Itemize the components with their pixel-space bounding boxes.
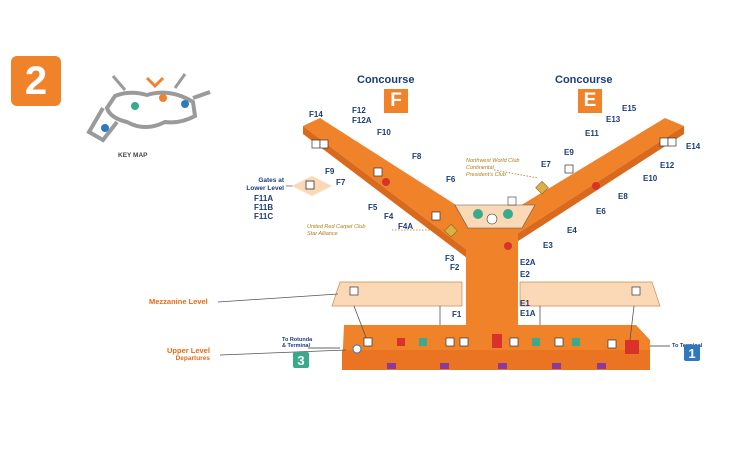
- key-map-terminal2-marker: [159, 94, 167, 102]
- gate-label-f2: F2: [450, 263, 460, 272]
- key-map-concourse-arm: [111, 75, 127, 91]
- gate-label-e2: E2: [520, 270, 530, 279]
- gate-label-f3: F3: [445, 254, 455, 263]
- gate-label-f12: F12: [352, 106, 366, 115]
- terminal-badge: 2: [11, 56, 61, 106]
- mezzanine-leader: [217, 293, 339, 303]
- gate-label-f6: F6: [446, 175, 456, 184]
- mezzanine-right: [519, 281, 661, 307]
- gate-label-e1a: E1A: [520, 309, 536, 318]
- gate-label-e6: E6: [596, 207, 606, 216]
- key-map-terminal5-marker: [101, 124, 109, 132]
- gate-label-f5: F5: [368, 203, 378, 212]
- united-club-marker: [444, 223, 458, 238]
- gate-label-e7: E7: [541, 160, 551, 169]
- upper-level-front: [342, 350, 650, 370]
- concourse-f-arm-side: [303, 126, 467, 258]
- gate-label-e2a: E2A: [520, 258, 536, 267]
- gate-label-f8: F8: [412, 152, 422, 161]
- gate-label-e8: E8: [618, 192, 628, 201]
- gate-square: [667, 137, 677, 147]
- terminal-3-link[interactable]: 3: [293, 352, 309, 368]
- gate-label-e12: E12: [660, 161, 675, 170]
- gate-square: [431, 211, 441, 221]
- gate-label-f4a: F4A: [398, 222, 414, 231]
- gate-label-e1: E1: [520, 299, 530, 308]
- lower-level-gates-title: Gates at Lower Level: [246, 177, 284, 192]
- key-map-concourse-arm: [86, 106, 119, 143]
- restroom-icon: [473, 209, 483, 219]
- gate-label-f4: F4: [384, 212, 394, 221]
- upper-level-leader: [219, 349, 347, 356]
- food-icon: [504, 242, 512, 250]
- info-icon: [486, 213, 498, 225]
- northwest-club-marker: [535, 180, 549, 195]
- gate-square: [311, 139, 321, 149]
- northwest-club-leader: [493, 169, 539, 179]
- key-map-concourse-arm: [173, 73, 187, 89]
- key-map-terminal3-marker: [131, 102, 139, 110]
- mezz-connector: [629, 305, 635, 341]
- concourse-f-letter: F: [384, 89, 408, 113]
- food-icon: [382, 178, 390, 186]
- gate-label-f9: F9: [325, 167, 335, 176]
- concourse-e-letter: E: [578, 89, 602, 113]
- gate-label-e13: E13: [606, 115, 621, 124]
- key-map: [86, 73, 211, 143]
- mezzanine-left: [331, 281, 463, 307]
- key-map-concourse-arm: [192, 90, 211, 100]
- gate-label-e3: E3: [543, 241, 553, 250]
- terminal-1-link[interactable]: 1: [684, 345, 700, 361]
- gate-label-e14: E14: [686, 142, 701, 151]
- mezz-connector: [353, 305, 368, 341]
- key-map-label: KEY MAP: [118, 152, 148, 159]
- mezz-gate-square: [631, 286, 641, 296]
- gate-square: [319, 139, 329, 149]
- mezzanine-level-label: Mezzanine Level: [149, 297, 208, 306]
- key-map-terminal1-marker: [181, 100, 189, 108]
- gate-label-f7: F7: [336, 178, 346, 187]
- gate-label-f12a: F12A: [352, 116, 372, 125]
- gate-label-e9: E9: [564, 148, 574, 157]
- concourse-e-arm-side: [492, 126, 684, 258]
- gate-label-e4: E4: [567, 226, 577, 235]
- upper-level-icons: [352, 334, 639, 354]
- gate-label-e11: E11: [585, 129, 599, 138]
- concourse-f-arm: [303, 118, 492, 250]
- gate-square: [564, 164, 574, 174]
- key-map-terminal2-y-shape: [145, 76, 165, 89]
- gate-label-f10: F10: [377, 128, 391, 137]
- gate-label-f11a: F11A: [254, 194, 274, 203]
- upper-level-label: Upper Level Departures: [167, 346, 210, 362]
- concourse-e-word: Concourse: [555, 74, 613, 86]
- gate-label-f14: F14: [309, 110, 323, 119]
- united-club-label: United Red Carpet Club Star Alliance: [307, 224, 366, 237]
- food-icon: [592, 182, 600, 190]
- gate-square: [373, 167, 383, 177]
- gate-label-f11b: F11B: [254, 203, 274, 212]
- gate-label-e10: E10: [643, 174, 658, 183]
- gate-square: [659, 137, 669, 147]
- gate-icon: [305, 180, 315, 190]
- gate-label-f1: F1: [452, 310, 462, 319]
- elevator-icon: [507, 196, 517, 206]
- gate-label-e15: E15: [622, 104, 637, 113]
- gate-label-f11c: F11C: [254, 212, 274, 221]
- to-rotunda-text: To Rotunda & Terminal: [282, 337, 313, 349]
- northwest-club-label: Northwest World Club Continental Preside…: [466, 158, 520, 178]
- key-map-terminals-outline: [104, 90, 198, 129]
- concourse-f-word: Concourse: [357, 74, 415, 86]
- restroom-icon: [503, 209, 513, 219]
- departure-door-markers: [387, 363, 606, 369]
- mezz-gate-square: [349, 286, 359, 296]
- rotunda-direction-icon: [352, 344, 362, 354]
